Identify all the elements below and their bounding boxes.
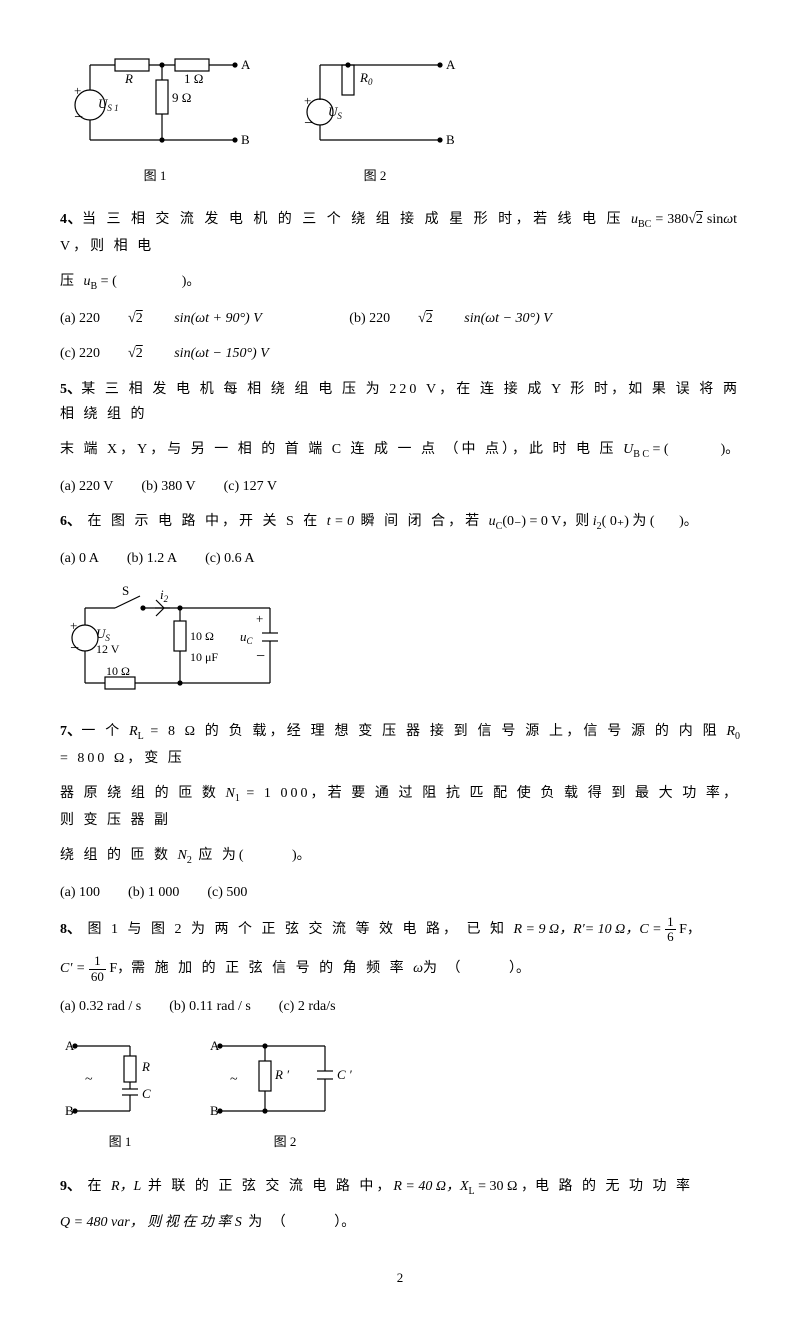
svg-text:US: US: [96, 626, 110, 643]
q8-diagram-row: A B ~ R C 图 1 A: [60, 1031, 740, 1153]
svg-text:R ′: R ′: [274, 1067, 289, 1082]
q6-C: 10 μF: [190, 650, 218, 664]
top-diagram-row: R 1 Ω 9 Ω + − US 1 A B 图 1: [60, 50, 740, 187]
question-9: 9、 在 R，L 并 联 的 正 弦 交 流 电 路 中，R = 40 Ω，XL…: [60, 1174, 740, 1201]
svg-text:C: C: [142, 1086, 151, 1101]
svg-text:+: +: [70, 618, 77, 633]
svg-text:−: −: [304, 115, 313, 132]
q8-fig1-caption: 图 1: [109, 1130, 132, 1153]
diagram-q8-fig2: A B ~ R ′ C ′ 图 2: [205, 1031, 365, 1153]
svg-text:−: −: [256, 648, 265, 665]
diagram-q8-fig1: A B ~ R C 图 1: [60, 1031, 180, 1153]
fig2-caption: 图 2: [364, 164, 387, 187]
q9-num: 9、: [60, 1179, 81, 1194]
circuit-fig1-svg: R 1 Ω 9 Ω + − US 1 A B: [60, 50, 250, 160]
fig2-A: A: [446, 57, 456, 72]
diagram-q6: S i2 + − US 12 V 10 Ω 10 Ω 10 μF + − uC: [60, 583, 740, 703]
q4-option-c: (c) 220√2 sin(ωt − 150°) V: [60, 341, 740, 366]
svg-text:B: B: [65, 1103, 74, 1118]
diagram-fig1: R 1 Ω 9 Ω + − US 1 A B 图 1: [60, 50, 250, 187]
svg-text:C ′: C ′: [337, 1067, 352, 1082]
q4-num: 4、: [60, 212, 82, 227]
question-5: 5、某 三 相 发 电 机 每 相 绕 组 电 压 为 220 V，在 连 接 …: [60, 377, 740, 427]
diagram-fig2: R0 + − US A B 图 2: [290, 50, 460, 187]
svg-text:B: B: [210, 1103, 219, 1118]
q8-num: 8、: [60, 922, 81, 937]
q7-options: (a) 100(b) 1 000(c) 500: [60, 880, 740, 905]
question-7: 7、一 个 RL = 8 Ω 的 负 载，经 理 想 变 压 器 接 到 信 号…: [60, 719, 740, 771]
svg-text:~: ~: [85, 1072, 93, 1087]
q6-R10a: 10 Ω: [190, 629, 214, 643]
svg-text:US 1: US 1: [98, 96, 119, 113]
page-number: 2: [60, 1266, 740, 1289]
fig1-R: R: [124, 71, 133, 86]
circuit-fig2-svg: R0 + − US A B: [290, 50, 460, 160]
question-7-line3: 绕 组 的 匝 数 N2 应 为( )。: [60, 843, 740, 870]
svg-text:R: R: [141, 1059, 150, 1074]
question-6: 6、 在 图 示 电 路 中，开 关 S 在 t = 0 瞬 间 闭 合，若 u…: [60, 509, 740, 536]
question-4: 4、当 三 相 交 流 发 电 机 的 三 个 绕 组 接 成 星 形 时，若 …: [60, 207, 740, 259]
q8-fig2-caption: 图 2: [274, 1130, 297, 1153]
svg-text:A: A: [65, 1038, 75, 1053]
circuit-q8-fig1-svg: A B ~ R C: [60, 1031, 180, 1126]
svg-text:−: −: [70, 640, 79, 657]
svg-text:−: −: [74, 109, 83, 126]
svg-text:~: ~: [230, 1072, 238, 1087]
fig1-B: B: [241, 132, 250, 147]
q6-S: S: [122, 583, 129, 598]
svg-text:+: +: [256, 611, 263, 626]
q7-num: 7、: [60, 724, 81, 739]
q5-options: (a) 220 V(b) 380 V(c) 127 V: [60, 474, 740, 499]
q8-options: (a) 0.32 rad / s(b) 0.11 rad / s(c) 2 rd…: [60, 994, 740, 1019]
svg-text:i2: i2: [160, 587, 169, 604]
q5-num: 5、: [60, 382, 81, 397]
question-4-line2: 压 uB = ( )。: [60, 269, 740, 296]
fig1-R1: 1 Ω: [184, 71, 203, 86]
q6-num: 6、: [60, 514, 81, 529]
fig2-B: B: [446, 132, 455, 147]
svg-text:A: A: [210, 1038, 220, 1053]
circuit-q8-fig2-svg: A B ~ R ′ C ′: [205, 1031, 365, 1126]
circuit-q6-svg: S i2 + − US 12 V 10 Ω 10 Ω 10 μF + − uC: [60, 583, 290, 703]
q6-options: (a) 0 A(b) 1.2 A(c) 0.6 A: [60, 546, 740, 571]
svg-text:+: +: [74, 83, 81, 98]
svg-text:+: +: [304, 93, 311, 108]
question-8-line2: C′ = 160 F，需 施 加 的 正 弦 信 号 的 角 频 率 ω为 （ …: [60, 954, 740, 984]
svg-text:uC: uC: [240, 629, 254, 646]
fig1-A: A: [241, 57, 250, 72]
fig1-R9: 9 Ω: [172, 90, 191, 105]
q6-R10b: 10 Ω: [106, 664, 130, 678]
q4-options: (a) 220√2 sin(ωt + 90°) V (b) 220√2 sin(…: [60, 306, 740, 331]
question-7-line2: 器 原 绕 组 的 匝 数 N1 = 1 000，若 要 通 过 阻 抗 匹 配…: [60, 781, 740, 833]
question-9-line2: Q = 480 var， 则 视 在 功 率 S 为 （ ）。: [60, 1210, 740, 1235]
question-5-line2: 末 端 X，Y，与 另 一 相 的 首 端 C 连 成 一 点 （中 点），此 …: [60, 437, 740, 464]
svg-text:R0: R0: [359, 70, 373, 87]
question-8: 8、 图 1 与 图 2 为 两 个 正 弦 交 流 等 效 电 路， 已 知 …: [60, 915, 740, 945]
svg-text:US: US: [328, 104, 342, 121]
fig1-caption: 图 1: [144, 164, 167, 187]
q6-Uv: 12 V: [96, 642, 120, 656]
